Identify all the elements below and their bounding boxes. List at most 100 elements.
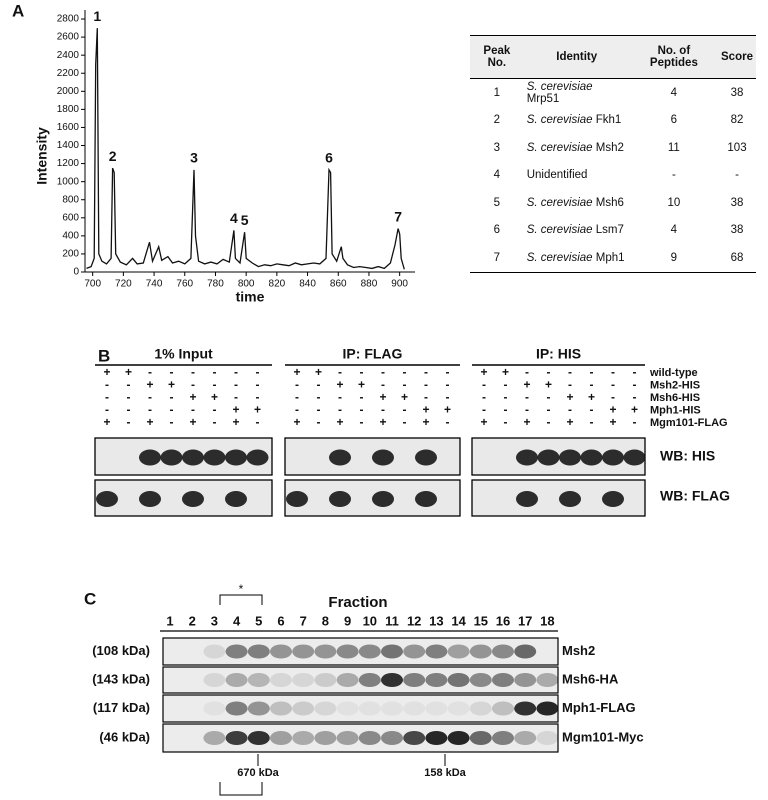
sign: - (633, 390, 637, 404)
band (336, 701, 359, 716)
star: * (239, 582, 244, 596)
sign: + (523, 378, 530, 392)
band (225, 644, 248, 659)
band (514, 731, 537, 745)
sign: - (317, 403, 321, 417)
band (415, 491, 437, 507)
band (623, 449, 646, 466)
band (292, 673, 315, 687)
band (403, 701, 426, 716)
x-tick-label: 900 (391, 279, 408, 290)
band (314, 673, 337, 687)
fraction-number: 6 (277, 613, 284, 628)
sign: - (590, 365, 594, 379)
y-tick-label: 1600 (57, 122, 80, 133)
identity-cell: S. cerevisiae Msh6 (524, 189, 630, 217)
band (492, 673, 514, 687)
band (403, 644, 426, 659)
sign: - (568, 378, 572, 392)
band (182, 449, 204, 466)
band (247, 731, 270, 745)
band (469, 673, 492, 687)
y-tick-label: 1800 (57, 104, 80, 115)
band (425, 701, 448, 716)
band (358, 673, 381, 687)
y-tick-label: 800 (62, 194, 79, 205)
sign: - (633, 415, 637, 429)
band (270, 644, 292, 659)
table-cell: 2 (493, 114, 501, 127)
band (139, 491, 161, 507)
y-tick-label: 0 (73, 267, 79, 278)
sign: - (424, 390, 428, 404)
group-title: IP: FLAG (343, 346, 403, 362)
sign: - (504, 415, 508, 429)
row-label: wild-type (649, 367, 698, 379)
row-label: Msh2-HIS (650, 379, 700, 391)
band (447, 701, 470, 716)
band (182, 491, 204, 507)
table-cell: - (671, 169, 676, 182)
sign: - (446, 378, 450, 392)
sign: + (480, 365, 487, 379)
y-tick-label: 400 (62, 231, 79, 242)
band (492, 701, 514, 716)
protein-name: Fkh1 (595, 114, 622, 127)
identity-cell: S. cerevisiae Fkh1 (524, 107, 630, 135)
sign: - (127, 403, 131, 417)
band (270, 673, 292, 687)
sign: - (446, 415, 450, 429)
x-tick-label: 720 (115, 279, 132, 290)
panel-label: C (84, 589, 96, 608)
band (314, 701, 337, 716)
band (203, 701, 226, 716)
band (537, 449, 560, 466)
table-cell: 9 (629, 244, 719, 273)
y-tick-label: 1400 (57, 140, 80, 151)
fraction-number: 9 (344, 613, 351, 628)
fraction-number: 1 (166, 613, 173, 628)
sign: - (213, 378, 217, 392)
peptide-table: Peak No. Identity No. of Peptides Score 1 S. … (470, 35, 756, 273)
sign: - (360, 390, 364, 404)
sign: + (566, 415, 573, 429)
sign: + (232, 403, 239, 417)
band (225, 449, 247, 466)
band (536, 673, 559, 687)
table-cell: 103 (727, 141, 747, 154)
sign: - (148, 390, 152, 404)
table-cell: 7 (470, 244, 524, 273)
group-title: IP: HIS (536, 346, 581, 362)
table-row: 5 S. cerevisiae Msh6 10 38 (470, 189, 756, 217)
band (469, 731, 492, 745)
sign: - (360, 415, 364, 429)
band (559, 449, 581, 466)
x-axis-title: time (236, 289, 265, 305)
wb-label: WB: FLAG (660, 488, 730, 504)
band (358, 701, 381, 716)
sign: + (168, 378, 175, 392)
identity-cell: S. cerevisiae Mph1 (523, 244, 630, 273)
protein-name: Unidentified (526, 169, 588, 182)
peak-label: 5 (241, 212, 249, 228)
sign: - (127, 415, 131, 429)
fraction-number: 8 (322, 613, 329, 628)
sign: + (315, 365, 322, 379)
row-label: Msh6-HIS (650, 392, 700, 404)
sign: - (590, 378, 594, 392)
protein-name: Mph1 (595, 251, 625, 264)
sign: - (403, 365, 407, 379)
band (329, 449, 351, 466)
x-tick-label: 860 (330, 279, 347, 290)
column-header: Score (718, 35, 756, 79)
peak-label: 1 (93, 8, 101, 24)
sign: + (336, 378, 343, 392)
sign: - (317, 390, 321, 404)
sign: - (295, 403, 299, 417)
sign: - (590, 415, 594, 429)
species: S. cerevisiae (526, 251, 593, 264)
sign: - (424, 365, 428, 379)
sign: - (256, 390, 260, 404)
protein-name: Msh6 (595, 196, 624, 209)
